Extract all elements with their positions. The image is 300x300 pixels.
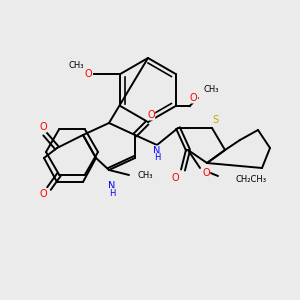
Text: CH₂CH₃: CH₂CH₃ [235, 176, 266, 184]
Text: H: H [154, 154, 160, 163]
Text: O: O [39, 122, 47, 132]
Text: H: H [109, 188, 115, 197]
Text: O: O [39, 188, 47, 199]
Text: O: O [190, 93, 197, 103]
Text: O: O [171, 173, 179, 183]
Text: CH₃: CH₃ [138, 170, 154, 179]
Text: O: O [85, 69, 92, 79]
Text: O: O [147, 110, 155, 120]
Text: CH₃: CH₃ [204, 85, 220, 94]
Text: N: N [153, 146, 161, 156]
Text: CH₃: CH₃ [68, 61, 84, 70]
Text: N: N [108, 181, 116, 191]
Text: O: O [202, 168, 210, 178]
Text: S: S [212, 115, 218, 125]
